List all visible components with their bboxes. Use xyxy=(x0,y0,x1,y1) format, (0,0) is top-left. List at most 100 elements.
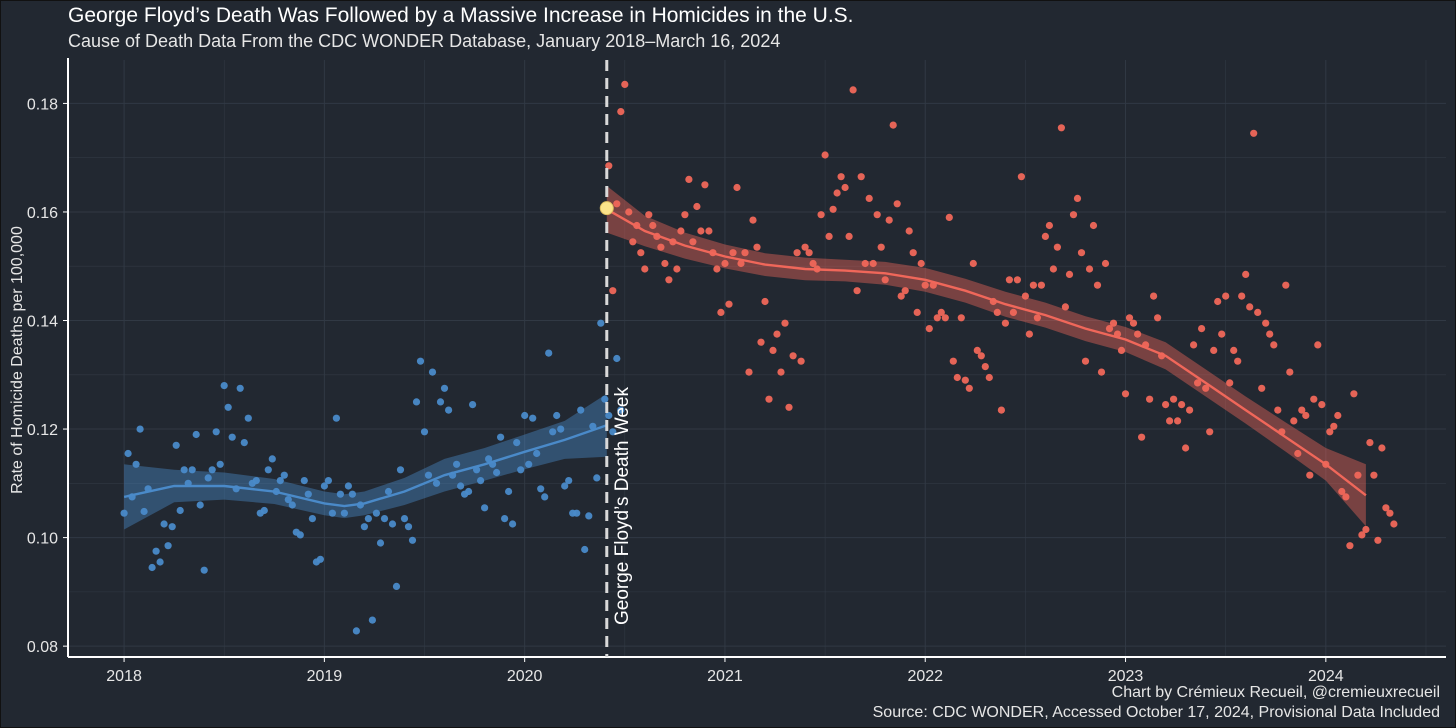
data-point-pre xyxy=(481,504,489,512)
data-point-pre xyxy=(521,411,529,420)
data-point-post xyxy=(817,211,825,219)
data-point-pre xyxy=(420,428,429,436)
data-point-pre xyxy=(240,439,248,447)
data-point-post xyxy=(1134,330,1142,338)
data-point-post xyxy=(701,181,709,189)
data-point-pre xyxy=(541,493,549,501)
data-point-post xyxy=(729,249,737,257)
data-point-post xyxy=(1266,330,1274,338)
data-point-post xyxy=(1354,471,1362,479)
data-point-post xyxy=(625,208,633,216)
x-tick-label: 2024 xyxy=(1308,668,1344,685)
data-point-post xyxy=(933,314,941,322)
data-point-pre xyxy=(465,487,473,496)
data-point-pre xyxy=(188,466,196,474)
data-point-pre xyxy=(372,509,380,517)
data-point-pre xyxy=(320,482,328,490)
event-line-label: George Floyd’s Death Week xyxy=(612,387,633,625)
data-point-post xyxy=(1294,449,1302,458)
data-point-pre xyxy=(501,515,509,523)
x-tick-label: 2020 xyxy=(507,668,543,685)
data-point-pre xyxy=(276,477,284,485)
data-point-post xyxy=(941,314,949,322)
data-point-post xyxy=(829,205,837,213)
event-marker: George Floyd’s Death Week xyxy=(599,60,633,657)
data-point-pre xyxy=(124,449,132,458)
highlight-point xyxy=(599,201,614,216)
data-point-post xyxy=(945,213,953,221)
data-point-post xyxy=(953,373,961,382)
data-point-pre xyxy=(593,474,601,482)
confidence-bands xyxy=(124,185,1366,530)
trend-line-post xyxy=(606,208,1367,497)
data-point-pre xyxy=(172,441,180,449)
gridlines xyxy=(68,60,1446,657)
data-point-pre xyxy=(132,460,140,468)
data-point-pre xyxy=(260,506,268,515)
x-tick-label: 2021 xyxy=(707,668,743,685)
data-point-pre xyxy=(140,507,148,516)
data-point-pre xyxy=(148,563,156,572)
data-point-post xyxy=(1218,330,1226,338)
data-point-post xyxy=(801,243,809,251)
data-point-pre xyxy=(573,509,581,517)
data-point-pre xyxy=(400,515,409,523)
data-point-post xyxy=(1242,270,1250,278)
data-point-post xyxy=(605,162,613,170)
data-point-post xyxy=(997,406,1006,414)
data-point-post xyxy=(1037,281,1045,289)
data-point-post xyxy=(1342,493,1350,501)
data-point-post xyxy=(733,183,741,192)
data-point-pre xyxy=(408,536,417,544)
data-point-pre xyxy=(348,490,356,498)
data-point-pre xyxy=(597,319,605,327)
data-point-post xyxy=(937,308,945,316)
data-point-pre xyxy=(328,509,336,517)
data-point-pre xyxy=(553,411,561,420)
data-point-post xyxy=(657,243,665,251)
trend-line-pre xyxy=(123,424,608,508)
data-point-pre xyxy=(380,515,389,523)
chart-title: George Floyd’s Death Was Followed by a M… xyxy=(68,4,854,27)
data-point-post xyxy=(685,175,693,183)
data-point-pre xyxy=(477,477,485,485)
data-point-post xyxy=(809,259,817,268)
x-tick-label: 2023 xyxy=(1108,668,1144,685)
data-point-pre xyxy=(549,428,557,436)
data-point-post xyxy=(1214,297,1222,306)
data-point-post xyxy=(1386,509,1394,517)
data-point-post xyxy=(797,357,805,365)
trend-lines xyxy=(123,208,1367,508)
data-point-post xyxy=(1121,390,1130,398)
data-point-pre xyxy=(392,582,401,591)
data-point-pre xyxy=(224,403,232,411)
data-point-post xyxy=(1150,292,1158,300)
data-point-post xyxy=(1162,401,1170,409)
data-point-post xyxy=(665,276,673,284)
data-point-post xyxy=(897,292,905,300)
data-point-pre xyxy=(497,433,505,441)
data-point-post xyxy=(1330,422,1338,430)
data-point-post xyxy=(1282,281,1290,289)
data-point-post xyxy=(721,259,729,268)
data-point-post xyxy=(1182,444,1190,452)
data-point-post xyxy=(765,395,773,403)
data-point-post xyxy=(925,325,933,333)
data-point-post xyxy=(1005,276,1014,284)
x-tick-label: 2022 xyxy=(907,668,943,685)
data-point-pre xyxy=(368,616,376,624)
data-point-pre xyxy=(404,523,413,531)
data-point-post xyxy=(913,308,921,316)
data-point-pre xyxy=(416,357,425,365)
chart-subtitle: Cause of Death Data From the CDC WONDER … xyxy=(68,31,781,51)
data-point-post xyxy=(1057,124,1065,132)
data-point-post xyxy=(957,314,965,322)
data-point-post xyxy=(1370,471,1378,479)
data-point-post xyxy=(781,319,789,327)
data-point-post xyxy=(1390,520,1398,528)
data-point-post xyxy=(1226,379,1234,387)
data-point-post xyxy=(877,243,885,251)
data-point-pre xyxy=(436,398,445,406)
data-point-post xyxy=(861,259,869,268)
data-point-pre xyxy=(485,455,493,463)
